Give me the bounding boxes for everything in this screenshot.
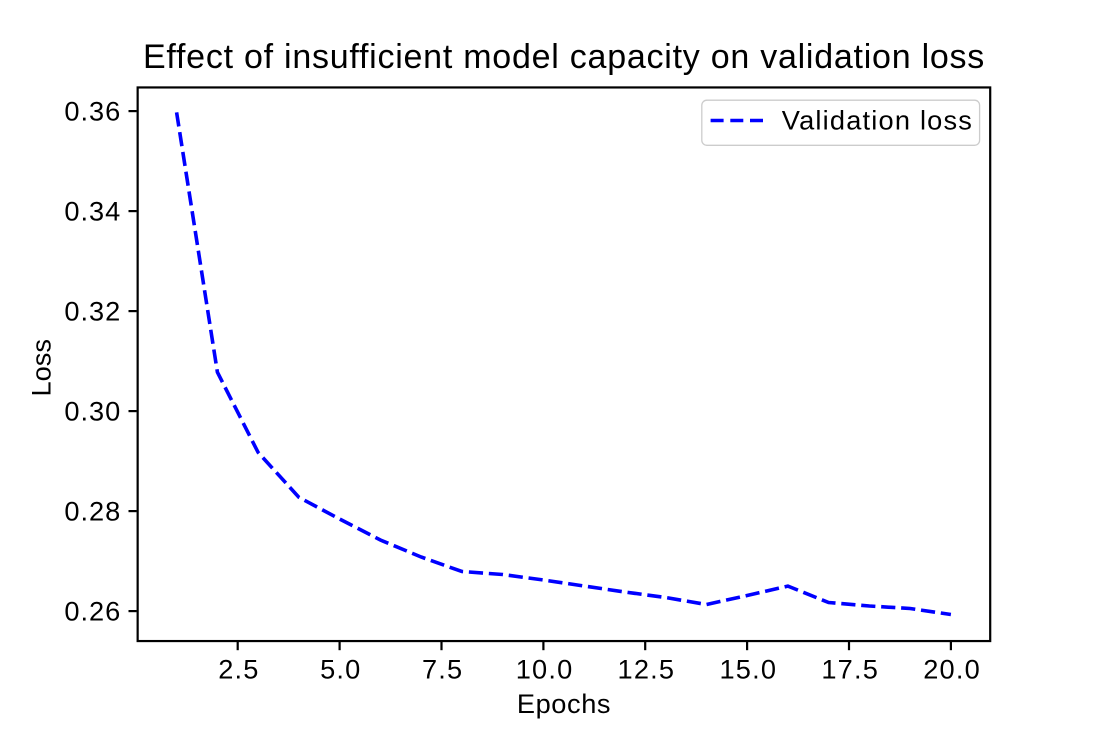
svg-text:0.36: 0.36 [64,95,121,126]
svg-text:17.5: 17.5 [821,653,879,684]
svg-text:Loss: Loss [25,339,56,396]
svg-text:5.0: 5.0 [320,653,361,684]
svg-text:Effect of insufficient model c: Effect of insufficient model capacity on… [143,38,985,76]
svg-text:0.34: 0.34 [64,195,121,226]
svg-text:0.26: 0.26 [64,595,121,626]
svg-text:12.5: 12.5 [618,653,676,684]
svg-text:2.5: 2.5 [218,653,259,684]
svg-text:20.0: 20.0 [923,653,981,684]
svg-text:0.30: 0.30 [64,395,121,426]
svg-text:7.5: 7.5 [422,653,463,684]
svg-text:10.0: 10.0 [516,653,574,684]
svg-text:0.28: 0.28 [64,495,121,526]
svg-text:15.0: 15.0 [719,653,777,684]
svg-text:Epochs: Epochs [517,688,611,719]
svg-text:Validation loss: Validation loss [782,104,973,135]
svg-text:0.32: 0.32 [64,295,121,326]
